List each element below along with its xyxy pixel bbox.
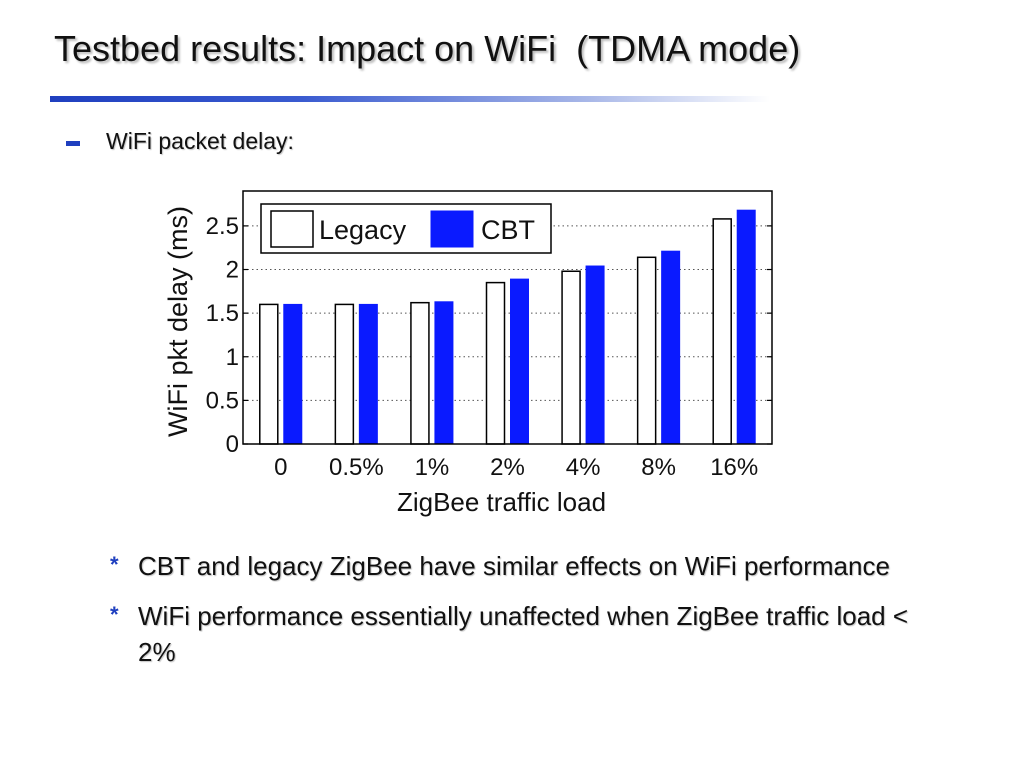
asterisk-bullet-icon: * bbox=[110, 552, 119, 577]
y-tick-label: 0 bbox=[226, 431, 239, 458]
asterisk-bullet-icon: * bbox=[110, 602, 119, 627]
bar-legacy bbox=[712, 218, 732, 445]
dash-bullet-icon bbox=[66, 141, 80, 146]
slide-title: Testbed results: Impact on WiFi (TDMA mo… bbox=[54, 28, 801, 69]
x-tick-label: 2% bbox=[490, 454, 525, 481]
bar-legacy bbox=[485, 281, 506, 445]
y-tick-label: 2.5 bbox=[206, 213, 239, 240]
x-axis-label: ZigBee traffic load bbox=[397, 487, 606, 517]
bar-cbt bbox=[358, 303, 378, 445]
x-tick-label: 8% bbox=[641, 454, 676, 481]
y-tick-label: 0.5 bbox=[206, 387, 239, 414]
bar-legacy bbox=[410, 301, 430, 445]
bar-legacy bbox=[561, 270, 581, 445]
y-tick-label: 1.5 bbox=[206, 300, 239, 327]
bar-chart: 0 0.5% 1% 2% 4% 8% 16% 0 0.5 1 1.5 2 2.5 ZigBee traff… bbox=[163, 190, 773, 517]
legend-swatch-cbt bbox=[430, 210, 474, 248]
bar-cbt bbox=[434, 301, 454, 445]
bar-cbt bbox=[585, 265, 605, 445]
y-tick-label: 1 bbox=[226, 344, 239, 371]
sub-bullet-text: CBT and legacy ZigBee have similar effec… bbox=[138, 551, 890, 581]
sub-bullet-list: * CBT and legacy ZigBee have similar eff… bbox=[110, 548, 910, 684]
bar-legacy bbox=[334, 303, 355, 445]
sub-bullet-item: * WiFi performance essentially unaffecte… bbox=[110, 598, 910, 670]
main-bullet: WiFi packet delay: bbox=[66, 128, 294, 155]
legend-label-cbt: CBT bbox=[481, 215, 535, 245]
y-axis-label: WiFi pkt delay (ms) bbox=[163, 206, 193, 437]
sub-bullet-item: * CBT and legacy ZigBee have similar eff… bbox=[110, 548, 910, 584]
bar-legacy bbox=[259, 303, 279, 445]
x-tick-label: 16% bbox=[710, 454, 758, 481]
x-tick-label: 0 bbox=[274, 454, 287, 481]
bar-cbt bbox=[736, 209, 756, 445]
x-tick-label: 1% bbox=[415, 454, 450, 481]
x-tick-label: 4% bbox=[566, 454, 601, 481]
x-tick-label: 0.5% bbox=[329, 454, 384, 481]
legend-swatch-legacy bbox=[270, 210, 314, 248]
bar-legacy bbox=[636, 256, 657, 445]
title-underline bbox=[50, 96, 770, 102]
legend-label-legacy: Legacy bbox=[319, 215, 407, 245]
bar-cbt bbox=[661, 250, 681, 445]
main-bullet-text: WiFi packet delay: bbox=[106, 128, 294, 154]
plot-frame bbox=[242, 190, 773, 445]
y-tick-label: 2 bbox=[226, 257, 239, 284]
bar-cbt bbox=[283, 303, 303, 445]
sub-bullet-text: WiFi performance essentially unaffected … bbox=[138, 601, 909, 667]
bar-cbt bbox=[510, 278, 529, 445]
